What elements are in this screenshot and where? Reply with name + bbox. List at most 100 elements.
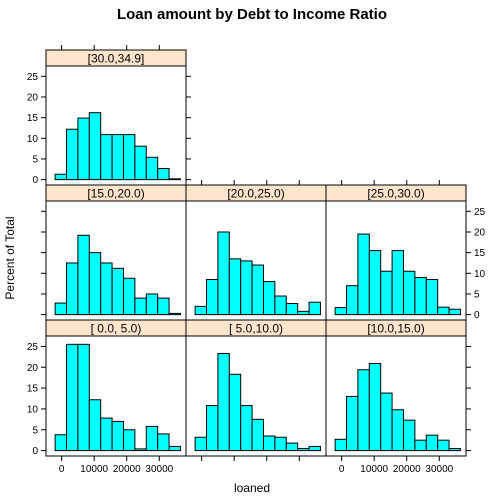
histogram-bar: [368, 250, 382, 316]
histogram-bar: [285, 442, 299, 452]
histogram-bar: [145, 425, 159, 452]
histogram-bar: [77, 117, 90, 181]
histogram-bar: [391, 250, 404, 316]
strip-label: [ 5.0,10.0): [229, 322, 283, 336]
histogram-bar: [134, 297, 147, 316]
y-tick-label: 15: [474, 248, 486, 259]
histogram-bar: [194, 436, 208, 452]
histogram-bar: [134, 448, 147, 452]
histogram-bar: [308, 301, 321, 316]
y-tick-label: 0: [32, 446, 38, 457]
y-tick-label: 10: [27, 134, 39, 145]
histogram-bar: [122, 134, 136, 181]
histogram-bar: [402, 419, 416, 452]
y-axis-label: Percent of Total: [3, 216, 17, 299]
histogram-bar: [240, 260, 253, 316]
x-tick-label: 10000: [80, 464, 108, 475]
histogram-bar: [274, 436, 287, 452]
histogram-bar: [308, 445, 321, 452]
histogram-bar: [334, 438, 348, 452]
histogram-bar: [54, 434, 68, 452]
histogram-bar: [262, 281, 276, 316]
histogram-bar: [206, 405, 219, 452]
y-tick-label: 25: [27, 342, 39, 353]
strip-label: [25.0,30.0): [367, 187, 424, 201]
histogram-bar: [346, 395, 359, 452]
x-tick-label: 0: [339, 464, 345, 475]
y-tick-label: 0: [32, 175, 38, 186]
x-tick-label: 20000: [393, 464, 421, 475]
histogram-bar: [334, 307, 348, 316]
histogram-bar: [217, 231, 230, 316]
y-tick-label: 20: [474, 227, 486, 238]
histogram-bar: [100, 134, 113, 181]
panel-border: [325, 335, 467, 457]
histogram-bar: [111, 134, 124, 181]
histogram-bar: [380, 392, 393, 452]
histogram-bar: [168, 312, 181, 316]
x-tick-label: 20000: [113, 464, 141, 475]
histogram-bar: [88, 252, 102, 316]
x-axis-label: loaned: [234, 481, 270, 495]
panel-border: [45, 65, 187, 186]
histogram-bar: [262, 435, 276, 452]
histogram-bar: [206, 279, 219, 316]
histogram-bar: [194, 305, 208, 316]
histogram-bar: [437, 439, 450, 452]
y-tick-label: 5: [32, 154, 38, 165]
strip-label: [10.0,15.0): [367, 322, 424, 336]
y-tick-label: 20: [27, 363, 39, 374]
histogram-bar: [168, 445, 181, 452]
histogram-bar: [134, 145, 147, 181]
histogram-bar: [157, 297, 170, 316]
histogram-bar: [157, 433, 170, 452]
histogram-bar: [297, 310, 310, 316]
y-tick-label: 15: [27, 384, 39, 395]
y-tick-label: 20: [27, 92, 39, 103]
strip-label: [30.0,34.9]: [88, 52, 145, 66]
histogram-bar: [251, 264, 264, 316]
histogram-bar: [425, 434, 439, 452]
histogram-bar: [66, 343, 79, 452]
histogram-bar: [448, 448, 461, 452]
histogram-bar: [414, 439, 427, 452]
histogram-bar: [122, 277, 136, 316]
histogram-bar: [357, 369, 370, 452]
chart-title: Loan amount by Debt to Income Ratio: [117, 6, 387, 23]
strip-label: [15.0,20.0): [87, 187, 144, 201]
histogram-bar: [88, 399, 102, 452]
histogram-bar: [88, 112, 102, 181]
histogram-bar: [77, 234, 90, 316]
histogram-bar: [285, 302, 299, 316]
y-tick-label: 0: [474, 310, 480, 321]
histogram-bar: [157, 167, 170, 181]
histogram-bar: [111, 267, 124, 316]
histogram-bar: [297, 448, 310, 452]
histogram-bar: [66, 128, 79, 181]
histogram-bar: [357, 233, 370, 316]
histogram-bar: [100, 262, 113, 316]
histogram-bar: [346, 285, 359, 316]
histogram-bar: [228, 373, 242, 452]
histogram-bar: [77, 343, 90, 452]
x-tick-label: 10000: [360, 464, 388, 475]
histogram-bar: [368, 363, 382, 452]
histogram-bar: [425, 279, 439, 316]
y-tick-label: 5: [32, 425, 38, 436]
histogram-bar: [228, 258, 242, 316]
x-tick-label: 30000: [425, 464, 453, 475]
histogram-bar: [414, 276, 427, 316]
histogram-bar: [217, 353, 230, 452]
histogram-bar: [448, 308, 461, 316]
y-tick-label: 15: [27, 113, 39, 124]
histogram-bar: [274, 295, 287, 316]
y-tick-label: 10: [27, 404, 39, 415]
histogram-bar: [122, 429, 136, 452]
histogram-bar: [251, 418, 264, 452]
histogram-bar: [240, 405, 253, 452]
histogram-bar: [168, 178, 181, 181]
y-tick-label: 25: [27, 72, 39, 83]
y-tick-label: 25: [474, 207, 486, 218]
